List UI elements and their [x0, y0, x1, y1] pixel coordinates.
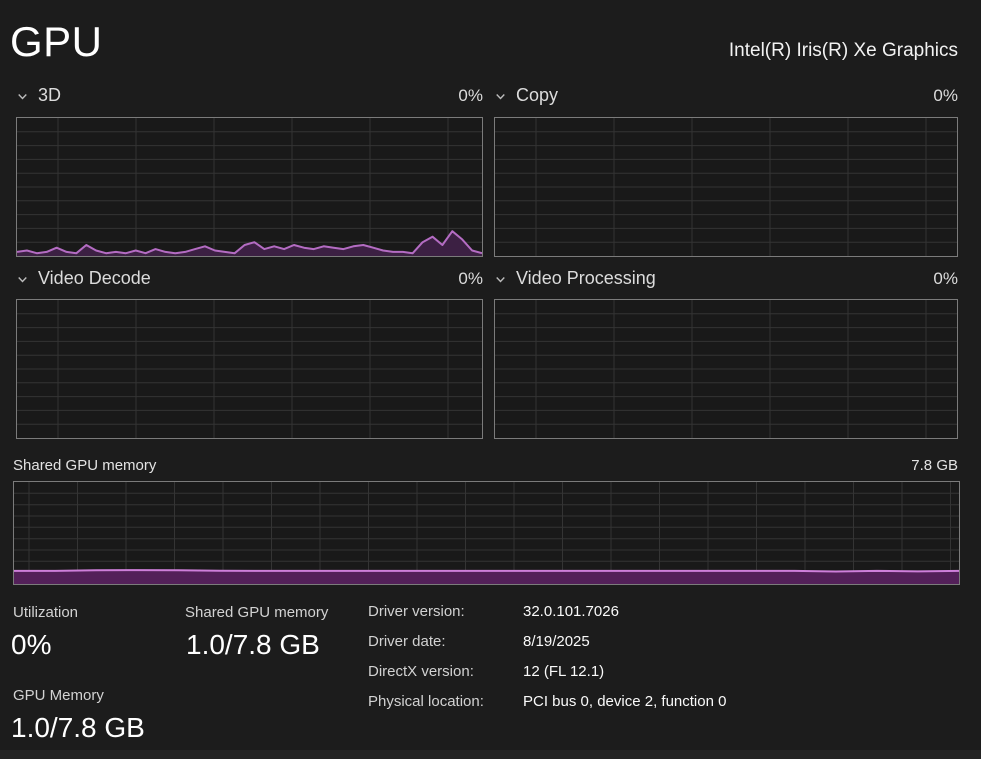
shared-gpu-memory-value: 1.0/7.8 GB	[186, 629, 320, 660]
chart-shared-memory[interactable]	[13, 481, 960, 585]
section-title-3d: 3D	[38, 85, 62, 105]
shared-gpu-memory-label: Shared GPU memory	[185, 604, 329, 621]
utilization-value: 0%	[11, 629, 52, 660]
directx-version-value: 12 (FL 12.1)	[523, 663, 605, 680]
chart-copy-utilization[interactable]	[494, 117, 958, 257]
section-header-video-decode: Video Decode 0%	[16, 268, 483, 289]
section-header-copy: Copy 0%	[494, 85, 958, 106]
gpu-memory-value: 1.0/7.8 GB	[11, 712, 145, 743]
driver-version-value: 32.0.101.7026	[523, 603, 619, 620]
shared-memory-max: 7.8 GB	[911, 457, 958, 474]
chevron-down-icon[interactable]	[494, 90, 507, 103]
section-title-copy: Copy	[516, 85, 559, 105]
section-title-video-processing: Video Processing	[516, 268, 656, 288]
driver-version-label: Driver version:	[368, 603, 465, 620]
section-percent-copy: 0%	[933, 85, 958, 105]
detail-row-driver-version: Driver version: 32.0.101.7026	[368, 603, 726, 633]
chart-video-processing[interactable]	[494, 299, 958, 439]
detail-row-driver-date: Driver date: 8/19/2025	[368, 633, 726, 663]
driver-details: Driver version: 32.0.101.7026 Driver dat…	[368, 603, 726, 723]
chevron-down-icon[interactable]	[16, 273, 29, 286]
detail-row-physical-location: Physical location: PCI bus 0, device 2, …	[368, 693, 726, 723]
physical-location-value: PCI bus 0, device 2, function 0	[523, 693, 727, 710]
section-title-video-decode: Video Decode	[38, 268, 151, 288]
section-percent-3d: 0%	[458, 85, 483, 105]
section-header-3d: 3D 0%	[16, 85, 483, 106]
section-percent-video-processing: 0%	[933, 268, 958, 288]
page-title: GPU	[10, 18, 103, 65]
driver-date-label: Driver date:	[368, 633, 446, 650]
gpu-memory-label: GPU Memory	[13, 687, 104, 704]
shared-memory-title: Shared GPU memory	[13, 457, 157, 474]
shared-memory-header: Shared GPU memory 7.8 GB	[13, 457, 958, 474]
chart-video-decode[interactable]	[16, 299, 483, 439]
chevron-down-icon[interactable]	[494, 273, 507, 286]
directx-version-label: DirectX version:	[368, 663, 474, 680]
gpu-name: Intel(R) Iris(R) Xe Graphics	[728, 40, 958, 61]
driver-date-value: 8/19/2025	[523, 633, 590, 650]
bottom-edge-strip	[0, 750, 981, 759]
chevron-down-icon[interactable]	[16, 90, 29, 103]
chart-3d-utilization[interactable]	[16, 117, 483, 257]
physical-location-label: Physical location:	[368, 693, 484, 710]
utilization-label: Utilization	[13, 604, 79, 621]
section-header-video-processing: Video Processing 0%	[494, 268, 958, 289]
section-percent-video-decode: 0%	[458, 268, 483, 288]
detail-row-directx-version: DirectX version: 12 (FL 12.1)	[368, 663, 726, 693]
